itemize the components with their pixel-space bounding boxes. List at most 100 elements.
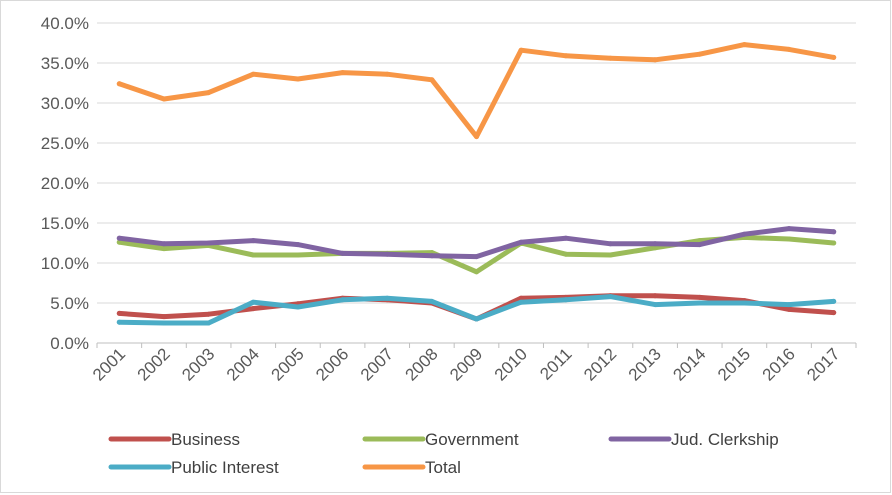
x-tick-label: 2006 — [312, 344, 352, 384]
data-point — [384, 251, 390, 257]
x-tick-label: 2001 — [89, 344, 129, 384]
y-tick-label: 40.0% — [41, 14, 89, 33]
data-point — [429, 298, 435, 304]
data-point — [831, 298, 837, 304]
data-point — [786, 236, 792, 242]
data-point — [741, 42, 747, 48]
data-point — [697, 51, 703, 57]
data-point — [161, 246, 167, 252]
data-point — [384, 295, 390, 301]
y-tick-label: 20.0% — [41, 174, 89, 193]
series-total — [116, 42, 837, 140]
data-point — [161, 320, 167, 326]
data-point — [116, 235, 122, 241]
x-tick-label: 2013 — [625, 344, 665, 384]
x-tick-label: 2015 — [714, 344, 754, 384]
data-point — [652, 302, 658, 308]
x-tick-label: 2012 — [580, 344, 620, 384]
y-tick-label: 15.0% — [41, 214, 89, 233]
data-point — [697, 242, 703, 248]
data-point — [563, 53, 569, 59]
y-tick-label: 25.0% — [41, 134, 89, 153]
x-tick-label: 2004 — [223, 344, 263, 384]
data-point — [206, 240, 212, 246]
data-point — [206, 90, 212, 96]
data-point — [786, 302, 792, 308]
data-point — [518, 299, 524, 305]
y-tick-label: 0.0% — [50, 334, 89, 353]
data-point — [250, 71, 256, 77]
data-point — [652, 57, 658, 63]
y-tick-label: 10.0% — [41, 254, 89, 273]
data-point — [295, 76, 301, 82]
data-point — [786, 46, 792, 52]
legend-label: Government — [425, 430, 519, 449]
series-jud-clerkship — [116, 226, 837, 260]
data-point — [607, 241, 613, 247]
data-point — [831, 240, 837, 246]
data-point — [652, 241, 658, 247]
data-point — [741, 300, 747, 306]
data-point — [161, 241, 167, 247]
data-point — [563, 235, 569, 241]
data-point — [340, 250, 346, 256]
x-tick-label: 2010 — [491, 344, 531, 384]
data-point — [831, 310, 837, 316]
data-point — [116, 310, 122, 316]
data-point — [206, 320, 212, 326]
data-point — [384, 71, 390, 77]
data-point — [697, 300, 703, 306]
legend-item-total: Total — [362, 458, 461, 477]
data-point — [161, 96, 167, 102]
x-tick-label: 2003 — [178, 344, 218, 384]
data-point — [250, 252, 256, 258]
x-tick-label: 2016 — [759, 344, 799, 384]
data-point — [563, 251, 569, 257]
data-point — [250, 299, 256, 305]
data-point — [652, 293, 658, 299]
data-point — [295, 242, 301, 248]
data-point — [116, 239, 122, 245]
data-point — [250, 238, 256, 244]
data-point — [786, 306, 792, 312]
series-line-total — [116, 42, 837, 140]
y-tick-label: 35.0% — [41, 54, 89, 73]
data-point — [161, 314, 167, 320]
data-point — [697, 294, 703, 300]
data-point — [340, 297, 346, 303]
x-tick-label: 2002 — [134, 344, 174, 384]
data-point — [429, 77, 435, 83]
legend-label: Business — [171, 430, 240, 449]
data-point — [250, 306, 256, 312]
data-point — [607, 294, 613, 300]
data-point — [831, 229, 837, 235]
data-point — [607, 55, 613, 61]
data-point — [206, 311, 212, 317]
legend-label: Public Interest — [171, 458, 279, 477]
legend-label: Jud. Clerkship — [671, 430, 779, 449]
legend-item-business: Business — [108, 430, 240, 449]
data-point — [741, 231, 747, 237]
x-tick-label: 2008 — [401, 344, 441, 384]
x-tick-label: 2005 — [268, 344, 308, 384]
data-point — [518, 47, 524, 53]
data-point — [116, 319, 122, 325]
data-point — [831, 54, 837, 60]
x-tick-label: 2011 — [536, 344, 575, 383]
x-tick-label: 2014 — [669, 344, 709, 384]
legend-item-jud-clerkship: Jud. Clerkship — [608, 430, 779, 449]
series-line-jud-clerkship — [116, 226, 837, 260]
x-tick-label: 2007 — [357, 344, 397, 384]
x-tick-label: 2017 — [803, 344, 843, 384]
data-point — [295, 252, 301, 258]
series-public-interest — [116, 294, 837, 326]
x-tick-label: 2009 — [446, 344, 486, 384]
data-point — [518, 239, 524, 245]
data-point — [518, 295, 524, 301]
y-tick-label: 5.0% — [50, 294, 89, 313]
legend-item-public-interest: Public Interest — [108, 458, 279, 477]
data-point — [295, 304, 301, 310]
data-point — [116, 81, 122, 87]
